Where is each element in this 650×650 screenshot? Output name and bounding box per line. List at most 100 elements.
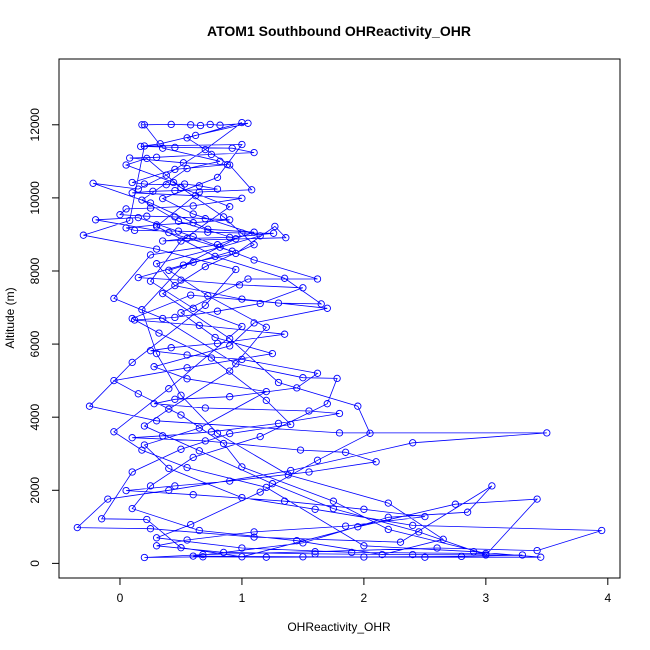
data-point	[177, 276, 185, 284]
data-point	[226, 216, 234, 224]
data-point	[206, 120, 214, 129]
data-point	[211, 252, 219, 261]
data-point	[470, 548, 478, 556]
data-point	[201, 404, 209, 412]
data-point	[384, 525, 392, 534]
data-point	[421, 512, 429, 521]
y-tick-label: 8000	[28, 257, 42, 284]
data-point	[299, 374, 307, 382]
data-point	[187, 291, 195, 299]
data-point	[138, 446, 146, 454]
data-point	[152, 222, 161, 231]
data-point	[189, 552, 197, 560]
data-point	[226, 203, 234, 211]
data-point	[378, 550, 386, 559]
data-point	[262, 323, 270, 331]
data-point	[128, 314, 136, 323]
data-point	[159, 194, 167, 203]
data-point	[256, 488, 264, 496]
y-axis-label: Altitude (m)	[3, 287, 17, 348]
data-point	[128, 468, 136, 476]
data-point	[213, 185, 222, 193]
data-point	[299, 284, 307, 292]
data-point	[451, 500, 460, 508]
data-point	[201, 262, 209, 271]
data-point	[98, 515, 106, 523]
data-point	[282, 234, 290, 242]
data-point	[219, 439, 228, 448]
data-point	[439, 535, 447, 543]
data-point	[138, 306, 146, 314]
data-point	[226, 161, 234, 169]
data-point	[199, 553, 207, 561]
data-point	[313, 275, 322, 283]
data-point	[152, 534, 161, 542]
data-point	[238, 544, 246, 552]
data-point	[89, 179, 97, 187]
data-point	[228, 247, 236, 255]
data-point	[152, 245, 161, 253]
data-point	[415, 528, 423, 536]
data-point	[159, 432, 167, 440]
data-point	[244, 275, 252, 283]
data-point	[543, 429, 551, 437]
data-point	[104, 495, 112, 503]
data-point	[323, 304, 331, 312]
data-point	[189, 453, 197, 462]
data-point	[152, 542, 161, 550]
data-point	[199, 550, 207, 559]
data-point	[518, 551, 527, 559]
data-point	[140, 180, 149, 188]
data-point	[305, 407, 313, 415]
data-point	[333, 374, 341, 383]
data-point	[183, 134, 191, 142]
chart-title: ATOM1 Southbound OHReactivity_OHR	[207, 23, 471, 39]
data-point	[207, 150, 216, 159]
data-point	[537, 553, 545, 561]
data-point	[293, 537, 301, 545]
data-point	[140, 142, 149, 150]
data-point	[171, 186, 179, 195]
data-point	[262, 483, 270, 492]
y-axis: 0 2000 4000 6000 8000 10000 12000	[28, 108, 60, 567]
data-point	[152, 349, 161, 358]
data-point	[162, 181, 170, 189]
data-point	[171, 482, 179, 490]
data-point	[110, 376, 118, 385]
data-point	[269, 229, 278, 237]
data-point	[213, 241, 222, 249]
data-point	[128, 189, 136, 197]
data-point	[213, 429, 222, 437]
data-point	[134, 213, 142, 222]
data-point	[165, 385, 173, 393]
data-point	[256, 232, 264, 240]
data-point	[354, 402, 362, 410]
data-point	[189, 219, 197, 227]
data-point	[195, 447, 203, 455]
data-point	[183, 351, 191, 359]
data-point	[311, 548, 319, 556]
data-point	[140, 422, 149, 430]
data-point	[250, 241, 258, 249]
data-point	[280, 330, 289, 338]
x-axis-label: OHReactivity_OHR	[287, 620, 391, 634]
data-point	[110, 428, 118, 436]
data-point	[171, 313, 179, 322]
data-point	[110, 294, 118, 303]
data-point	[179, 261, 188, 269]
data-point	[165, 266, 173, 274]
data-point	[91, 216, 100, 224]
data-point	[187, 520, 195, 529]
data-point	[250, 533, 258, 541]
data-point	[126, 216, 134, 225]
data-point	[130, 226, 139, 235]
data-point	[213, 307, 222, 315]
data-point	[238, 194, 246, 202]
data-point	[248, 186, 256, 194]
data-point	[280, 274, 289, 282]
data-point	[143, 515, 151, 524]
data-point	[146, 482, 155, 490]
data-point	[191, 131, 200, 140]
data-point	[238, 355, 246, 364]
